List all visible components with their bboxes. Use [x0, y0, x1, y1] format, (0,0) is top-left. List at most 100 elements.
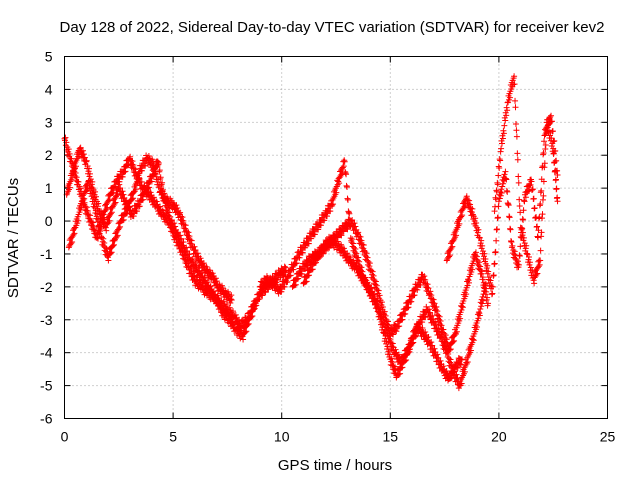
data-point — [85, 177, 92, 184]
x-tick-label: 10 — [274, 429, 290, 445]
data-point — [513, 256, 520, 263]
data-point — [69, 174, 76, 181]
y-tick-label: 0 — [45, 213, 53, 229]
data-point — [180, 238, 187, 245]
data-point — [505, 202, 512, 209]
data-point — [350, 244, 357, 251]
data-point — [531, 280, 538, 287]
data-point — [369, 268, 376, 275]
data-point — [445, 350, 452, 357]
data-point — [494, 181, 501, 188]
data-point — [473, 220, 480, 227]
data-point — [200, 260, 207, 267]
data-point — [553, 185, 560, 192]
data-point — [117, 223, 124, 230]
data-point — [381, 318, 388, 325]
data-point — [442, 332, 449, 339]
data-point — [309, 266, 316, 273]
data-point — [526, 187, 533, 194]
data-point — [469, 266, 476, 273]
data-point — [84, 208, 91, 215]
data-point — [86, 182, 93, 189]
data-point — [530, 195, 537, 202]
data-point — [437, 357, 444, 364]
data-point — [232, 320, 239, 327]
data-point — [482, 280, 489, 287]
data-point — [92, 207, 99, 214]
data-point — [216, 299, 223, 306]
data-point — [366, 260, 373, 267]
data-point — [103, 227, 110, 234]
data-point — [434, 351, 441, 358]
data-point — [550, 145, 557, 152]
data-point — [166, 209, 173, 216]
data-point — [168, 216, 175, 223]
data-point — [90, 195, 97, 202]
data-point — [478, 237, 485, 244]
data-point — [321, 217, 328, 224]
data-point — [179, 214, 186, 221]
data-point — [346, 210, 353, 217]
data-point — [73, 174, 80, 181]
data-point — [469, 205, 476, 212]
data-point — [432, 318, 439, 325]
data-point — [541, 138, 548, 145]
data-point — [461, 368, 468, 375]
data-point — [481, 250, 488, 257]
data-point — [114, 232, 121, 239]
data-point — [150, 194, 157, 201]
data-point — [427, 288, 434, 295]
data-point — [229, 308, 236, 315]
data-point — [519, 225, 526, 232]
data-point — [344, 196, 351, 203]
data-point — [438, 322, 445, 329]
data-point — [476, 259, 483, 266]
data-point — [527, 181, 534, 188]
data-point — [70, 231, 77, 238]
data-point — [186, 251, 193, 258]
data-point — [479, 242, 486, 249]
y-tick-label: -4 — [40, 345, 53, 361]
data-point — [344, 250, 351, 257]
data-point — [487, 277, 494, 284]
data-point — [494, 214, 501, 221]
data-point — [448, 244, 455, 251]
data-point — [75, 217, 82, 224]
data-point — [192, 247, 199, 254]
data-point — [540, 192, 547, 199]
data-point — [467, 205, 474, 212]
data-point — [554, 171, 561, 178]
data-point — [478, 268, 485, 275]
data-point — [453, 371, 460, 378]
data-point — [136, 203, 143, 210]
data-point — [375, 287, 382, 294]
data-point — [91, 204, 98, 211]
data-point — [495, 172, 502, 179]
data-point — [376, 292, 383, 299]
data-point — [498, 145, 505, 152]
data-point — [146, 184, 153, 191]
data-point — [293, 260, 300, 267]
data-point — [127, 153, 134, 160]
data-point — [477, 305, 484, 312]
data-point — [91, 198, 98, 205]
data-point — [85, 211, 92, 218]
data-point — [522, 194, 529, 201]
y-tick-label: 2 — [45, 147, 53, 163]
data-point — [499, 135, 506, 142]
data-point — [230, 321, 237, 328]
data-point — [108, 249, 115, 256]
data-point — [467, 347, 474, 354]
data-point — [424, 334, 431, 341]
data-point — [363, 250, 370, 257]
data-point — [437, 318, 444, 325]
data-point — [353, 250, 360, 257]
data-point — [120, 191, 127, 198]
data-point — [81, 154, 88, 161]
data-point — [538, 187, 545, 194]
data-point — [516, 253, 523, 260]
data-point — [98, 208, 105, 215]
data-point — [512, 97, 519, 104]
data-point — [451, 337, 458, 344]
data-point — [396, 323, 403, 330]
